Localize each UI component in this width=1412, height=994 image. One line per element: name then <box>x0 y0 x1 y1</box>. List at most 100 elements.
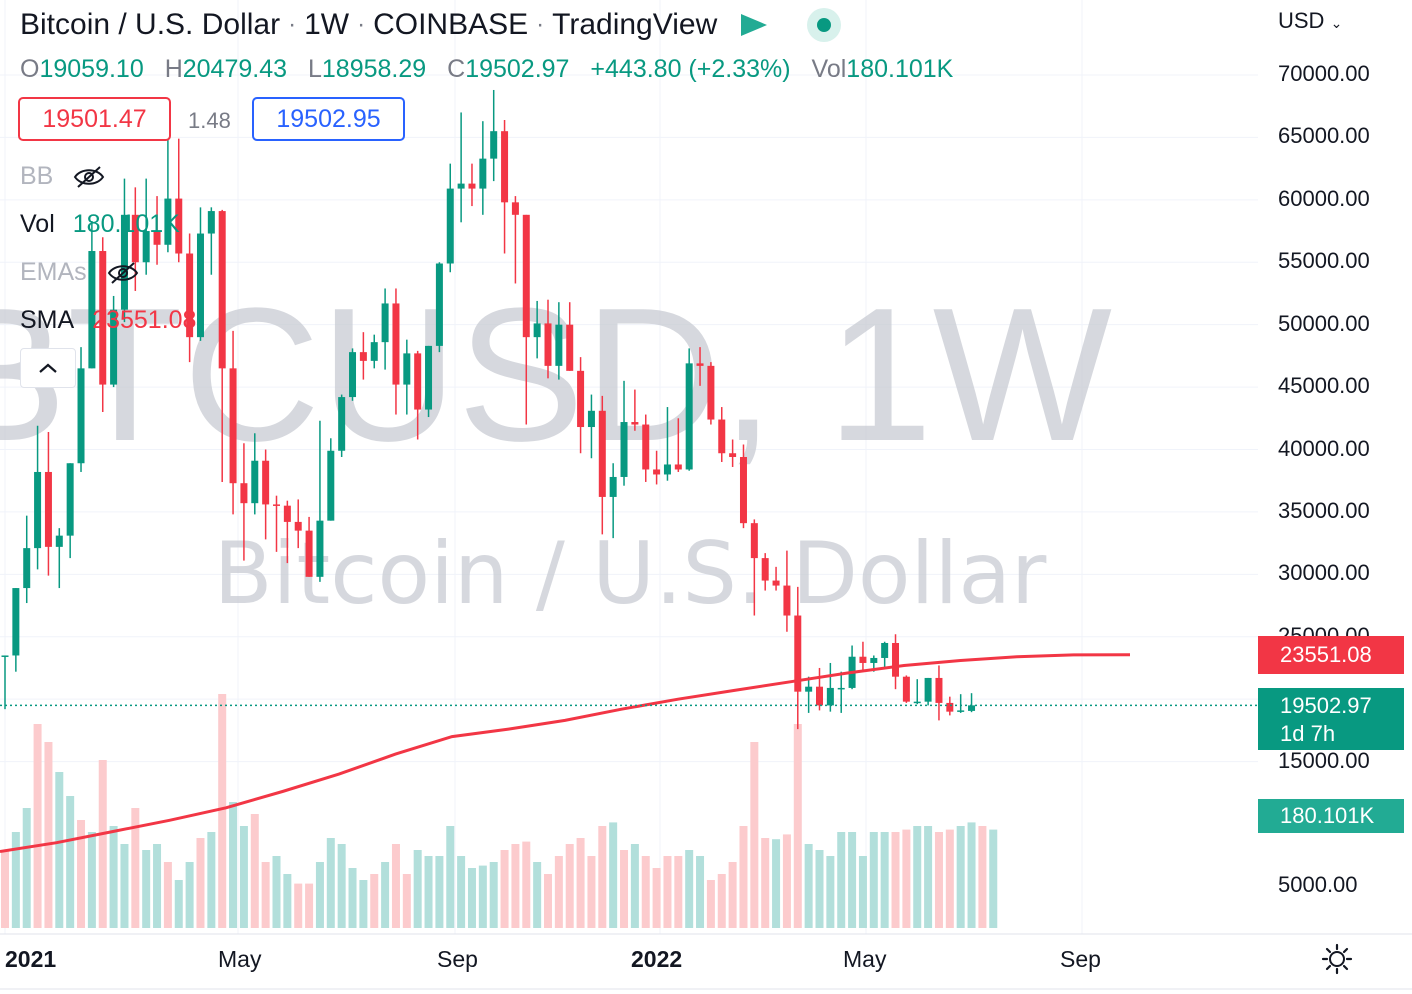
volume-bar <box>717 874 726 928</box>
volume-bar <box>706 880 715 928</box>
volume-bar <box>55 772 64 928</box>
hidden-eye-icon[interactable] <box>107 261 139 285</box>
candle-body <box>642 424 650 470</box>
chevron-up-icon <box>39 363 57 373</box>
candle-body <box>946 702 954 712</box>
volume-bar <box>793 724 802 928</box>
volume-bar <box>565 844 574 928</box>
exchange: COINBASE <box>373 8 529 41</box>
buy-button[interactable]: 19502.95 <box>252 97 405 141</box>
volume-bar <box>924 826 933 928</box>
volume-bar <box>902 829 911 928</box>
candle-body <box>207 211 215 234</box>
market-open-icon <box>807 8 842 42</box>
volume-bar <box>609 822 618 928</box>
candle-body <box>881 642 889 658</box>
volume-bar <box>956 826 965 928</box>
volume-bar <box>891 832 900 928</box>
indicator-bb[interactable]: BB <box>20 162 105 191</box>
candle-body <box>761 558 769 581</box>
indicator-name: Vol <box>20 210 55 238</box>
volume-bar <box>880 832 889 928</box>
header-separator: · <box>536 11 545 38</box>
volume-bar <box>641 856 650 928</box>
candle-body <box>663 464 671 475</box>
candle-body <box>218 211 226 369</box>
candle-body <box>859 656 867 663</box>
volume-bar <box>989 829 998 928</box>
time-axis-label: May <box>218 946 262 972</box>
volume-bar <box>22 808 31 928</box>
volume-bar <box>500 850 509 928</box>
spread-value: 1.48 <box>188 108 231 133</box>
volume-bar <box>598 826 607 928</box>
volume-bar <box>77 820 86 928</box>
volume-bar <box>652 868 661 928</box>
vol-key: Vol <box>811 55 847 83</box>
open-key: O <box>20 55 40 83</box>
interval[interactable]: 1W <box>304 8 350 41</box>
candle-body <box>783 585 791 616</box>
sell-button[interactable]: 19501.47 <box>18 97 171 141</box>
volume-bar <box>826 856 835 928</box>
hidden-eye-icon[interactable] <box>73 165 105 189</box>
volume-bar <box>142 850 151 928</box>
candle-body <box>44 471 52 547</box>
volume-bar <box>196 838 205 928</box>
candle-body <box>99 251 107 385</box>
candle-body <box>196 233 204 338</box>
volume-bar <box>174 880 183 928</box>
candle-body <box>316 520 324 577</box>
volume-bar <box>66 796 75 928</box>
candle-body <box>533 323 541 338</box>
candle-body <box>501 131 509 203</box>
candle-body <box>446 188 454 264</box>
volume-bar <box>522 841 531 928</box>
candle-body <box>685 363 693 470</box>
volume-bar <box>435 856 444 928</box>
open-value: 19059.10 <box>39 55 144 83</box>
currency-selector[interactable]: USD ⌄ <box>1278 8 1342 34</box>
volume-bar <box>250 814 259 928</box>
volume-bar <box>620 850 629 928</box>
volume-bar <box>739 826 748 928</box>
candle-body <box>110 309 118 385</box>
candle-body <box>12 588 20 656</box>
candle-body <box>816 686 823 706</box>
candle-body <box>414 353 422 410</box>
price-axis-label: 30000.00 <box>1278 560 1370 586</box>
flag-icon[interactable] <box>741 14 768 36</box>
indicator-name: BB <box>20 162 54 190</box>
price-axis-label: 35000.00 <box>1278 497 1370 523</box>
settings-gear-icon[interactable] <box>1320 942 1354 976</box>
currency-label: USD <box>1278 8 1325 33</box>
symbol-name[interactable]: Bitcoin / U.S. Dollar <box>20 8 281 41</box>
time-axis-label: 2021 <box>5 946 57 972</box>
candle-body <box>262 460 270 505</box>
volume-bar <box>315 862 324 928</box>
candle-body <box>175 198 183 254</box>
provider: TradingView <box>552 8 718 41</box>
indicator-value: 23551.08 <box>92 306 197 334</box>
candle-body <box>359 352 367 361</box>
volume-bar <box>728 862 737 928</box>
collapse-legend-button[interactable] <box>20 348 76 388</box>
price-axis-label: 55000.00 <box>1278 248 1370 274</box>
volume-bar <box>87 832 96 928</box>
volume-bar <box>511 844 520 928</box>
price-axis-label: 50000.00 <box>1278 310 1370 336</box>
volume-bar <box>630 844 639 928</box>
watermark-symbol: BTCUSD, 1W <box>0 269 1112 481</box>
candle-body <box>457 183 465 189</box>
candle-body <box>186 253 194 338</box>
indicator-vol[interactable]: Vol 180.101K <box>20 210 180 239</box>
indicator-sma[interactable]: SMA 23551.08 <box>20 306 196 335</box>
candles <box>1 89 976 730</box>
candle-body <box>718 419 726 454</box>
grid-lines <box>0 0 1258 934</box>
volume-bar <box>858 856 867 928</box>
watermark: BTCUSD, 1W Bitcoin / U.S. Dollar <box>0 269 1112 624</box>
candle-body <box>870 657 878 663</box>
indicator-emas[interactable]: EMAs <box>20 258 139 287</box>
